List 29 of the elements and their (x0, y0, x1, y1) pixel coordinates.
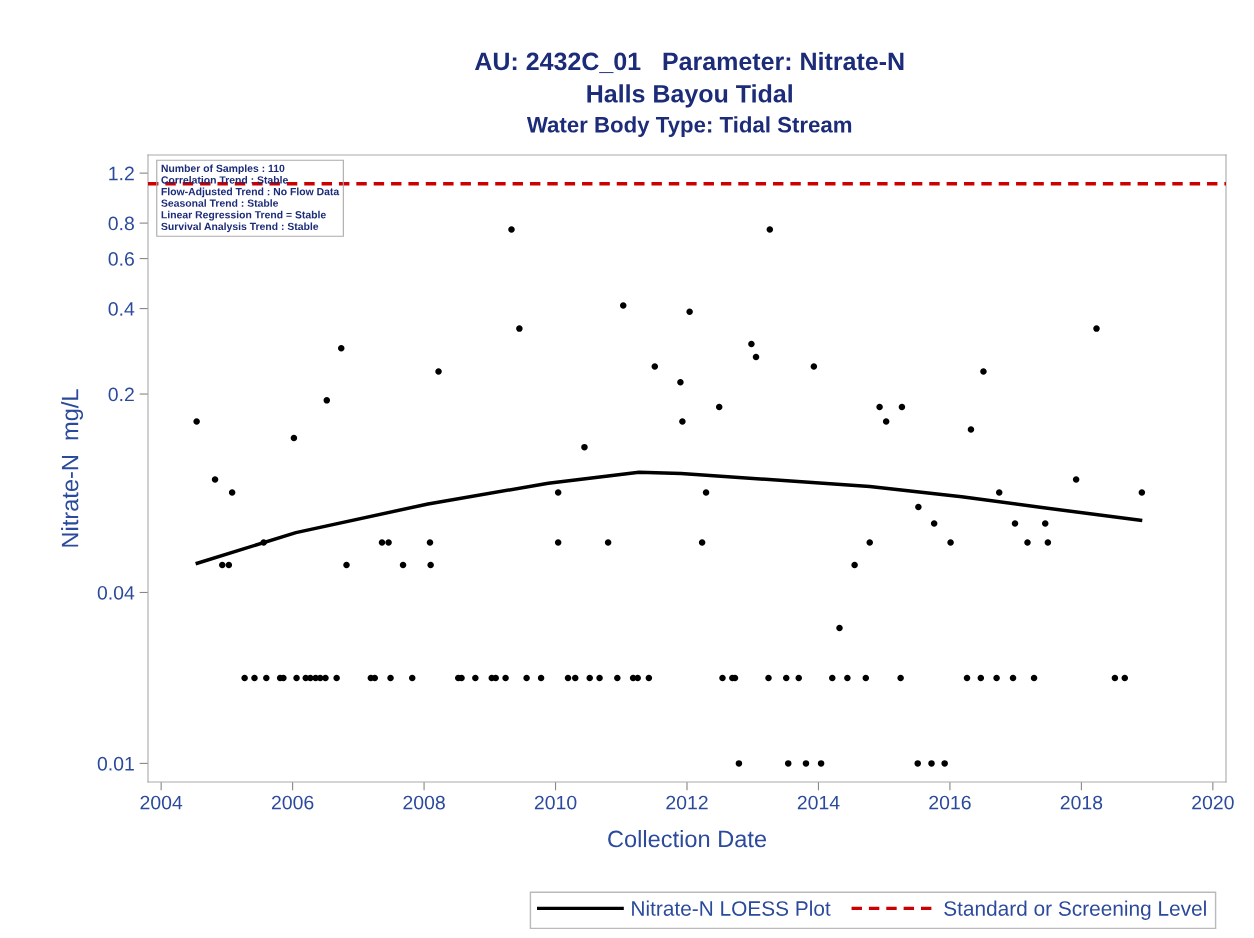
x-tick-label: 2006 (271, 795, 314, 810)
annotation: Number of Samples : 110 (161, 164, 285, 175)
x-axis-title: Collection Date (608, 829, 767, 848)
legend-label: Standard or Screening Level (944, 900, 1206, 920)
y-tick-label: 0.6 (108, 252, 134, 266)
y-tick-label: 1.2 (109, 166, 134, 181)
x-tick-label: 2016 (929, 795, 971, 810)
x-tick-label: 2004 (140, 795, 183, 810)
x-tick-label: 2012 (666, 795, 708, 810)
y-tick-label: 0.01 (97, 756, 134, 771)
y-tick-label: 0.8 (108, 216, 134, 231)
annotation: Seasonal Trend : Stable (161, 199, 279, 207)
chart-title: AU: 2432C_01 Parameter: Nitrate-N Halls Bayou Tidal (474, 51, 904, 108)
x-tick-label: 2018 (1060, 795, 1103, 810)
y-axis-title: Nitrate-N mg/L (61, 389, 84, 547)
y-tick-label: 0.04 (97, 585, 135, 600)
x-tick-label: 2014 (797, 795, 840, 810)
annotation: Linear Regression Trend = Stable (161, 210, 326, 221)
annotation: Survival Analysis Trend : Stable (161, 222, 319, 233)
annotation: Correlation Trend : Stable (161, 176, 288, 184)
legend-label: Nitrate-N LOESS Plot (632, 900, 831, 916)
x-tick-label: 2010 (534, 795, 577, 810)
x-tick-label: 2020 (1192, 795, 1234, 810)
annotation: Flow-Adjusted Trend : No Flow Data (161, 187, 340, 198)
y-tick-label: 0.2 (108, 387, 134, 402)
chart-subtitle: Water Body Type: Tidal Stream (526, 116, 852, 137)
y-tick-label: 0.4 (108, 302, 135, 316)
line-series (195, 470, 1143, 565)
x-tick-label: 2008 (403, 795, 445, 810)
